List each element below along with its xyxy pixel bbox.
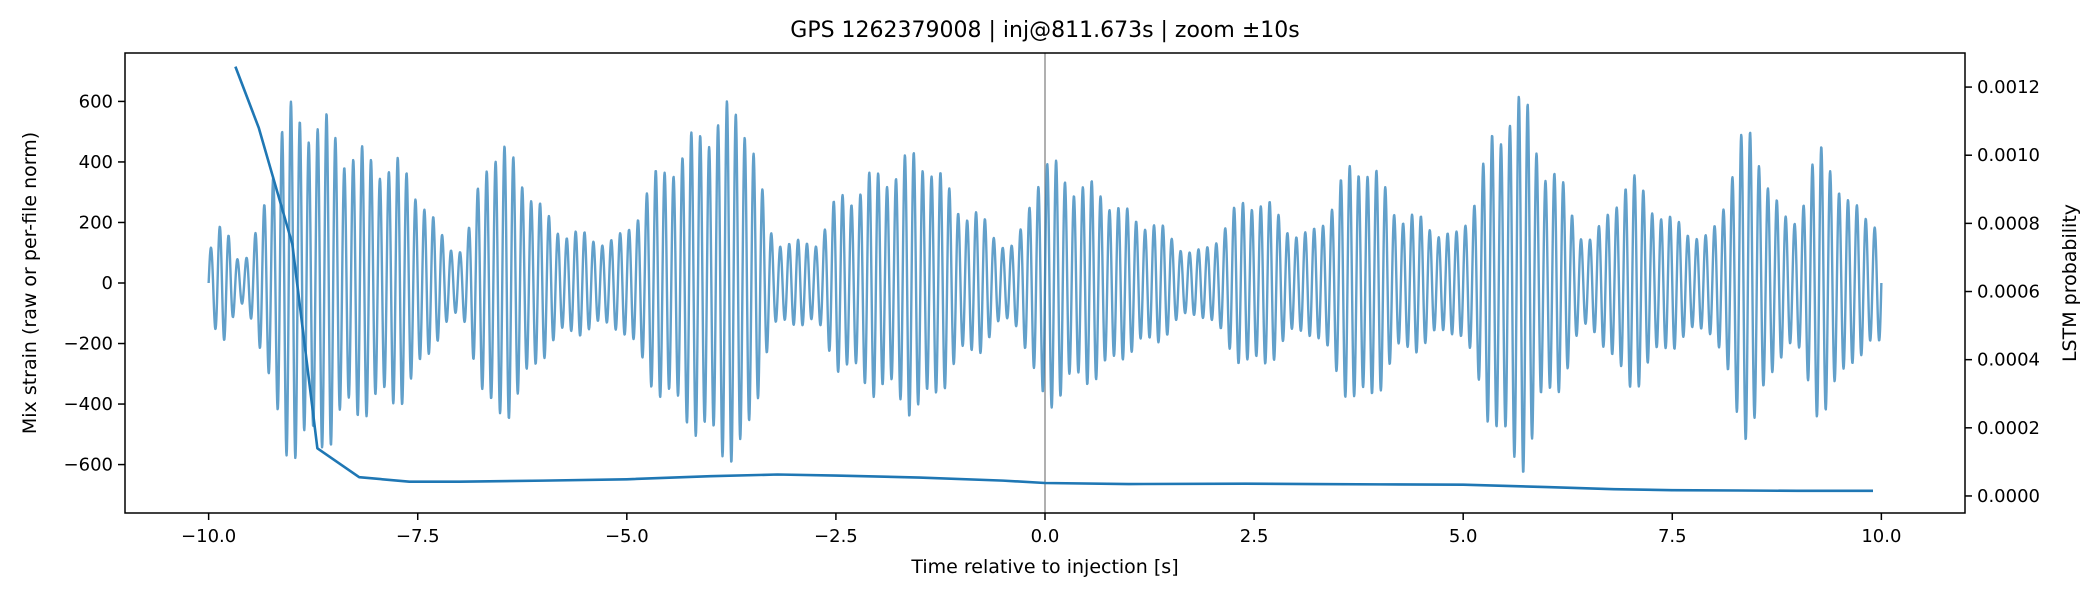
- y-left-tick-label: 400: [79, 152, 113, 173]
- x-tick-label: −7.5: [396, 526, 440, 547]
- y-right-tick-label: 0.0012: [1977, 77, 2040, 98]
- y-left-tick-label: 200: [79, 212, 113, 233]
- y-left-tick-label: −200: [64, 334, 113, 355]
- y-right-tick-label: 0.0004: [1977, 350, 2040, 371]
- y-right-tick-label: 0.0008: [1977, 213, 2040, 234]
- x-tick-label: −5.0: [605, 526, 649, 547]
- y-right-tick-label: 0.0010: [1977, 145, 2040, 166]
- y-right-tick-label: 0.0002: [1977, 418, 2040, 439]
- plot-frame: [124, 52, 1966, 514]
- x-tick-label: −2.5: [814, 526, 858, 547]
- y-axis-left-label: Mix strain (raw or per-file norm): [19, 132, 41, 434]
- x-tick-label: 10.0: [1861, 526, 1901, 547]
- x-tick-label: 5.0: [1449, 526, 1478, 547]
- y-right-tick-label: 0.0000: [1977, 486, 2040, 507]
- x-tick-label: 2.5: [1240, 526, 1269, 547]
- strain-series-line: [207, 95, 1883, 473]
- y-right-tick-label: 0.0006: [1977, 282, 2040, 303]
- x-axis-label: Time relative to injection [s]: [910, 556, 1178, 578]
- x-tick-label: 7.5: [1658, 526, 1687, 547]
- x-tick-label: −10.0: [181, 526, 236, 547]
- y-left-tick-label: 600: [79, 91, 113, 112]
- y-left-tick-label: −600: [64, 455, 113, 476]
- x-tick-label: 0.0: [1031, 526, 1060, 547]
- ticks-layer: −10.0 −7.5 −5.0 −2.5 0.0 2.5 5.0 7.5 10.0 600 400 2…: [64, 77, 2040, 547]
- plot-content: [207, 53, 1883, 513]
- lstm-probability-line: [234, 66, 1873, 493]
- chart-title: GPS 1262379008 | inj@811.673s | zoom ±10…: [790, 18, 1299, 43]
- y-left-tick-label: −400: [64, 394, 113, 415]
- y-axis-right-label: LSTM probability: [2059, 204, 2081, 362]
- y-left-tick-label: 0: [102, 273, 113, 294]
